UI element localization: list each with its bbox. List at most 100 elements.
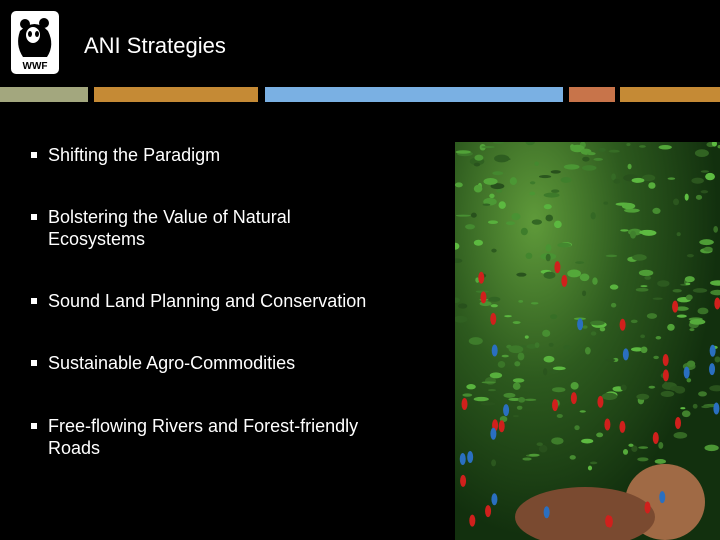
leaf <box>692 288 708 293</box>
leaf <box>620 384 627 391</box>
leaf <box>512 321 521 324</box>
leaf <box>658 145 672 150</box>
leaf <box>466 384 476 390</box>
leaf <box>638 446 649 449</box>
leaf <box>497 361 506 368</box>
leaf <box>673 432 688 439</box>
accent-bar-1 <box>0 87 88 102</box>
bullet-item: Sound Land Planning and Conservation <box>31 290 438 312</box>
macaw <box>619 318 626 331</box>
leaf <box>522 457 532 461</box>
leaf <box>534 161 540 166</box>
leaf <box>653 355 659 360</box>
macaw <box>461 397 468 410</box>
leaf <box>579 410 586 413</box>
leaf <box>468 337 483 345</box>
leaf <box>481 145 495 149</box>
macaw <box>480 291 487 304</box>
leaf <box>525 142 535 146</box>
leaf <box>525 252 533 260</box>
leaf <box>563 164 580 170</box>
leaf <box>697 307 709 315</box>
macaw <box>604 418 611 431</box>
leaf <box>648 182 656 189</box>
leaf <box>488 296 501 302</box>
leaf <box>545 214 554 222</box>
leaf <box>524 335 529 339</box>
leaf <box>711 142 718 147</box>
leaf <box>579 273 590 282</box>
leaf <box>713 225 719 233</box>
macaw <box>490 312 497 325</box>
leaf <box>590 212 596 220</box>
leaf <box>613 178 621 184</box>
wwf-logo: WWF <box>11 11 59 74</box>
leaf <box>648 385 656 389</box>
leaf <box>675 306 689 311</box>
leaf <box>667 177 676 180</box>
leaf <box>640 334 646 339</box>
leaf <box>483 177 498 185</box>
leaf <box>545 253 551 262</box>
leaf <box>605 254 618 258</box>
leaf <box>458 303 468 309</box>
macaw <box>597 395 604 408</box>
leaf <box>581 165 597 171</box>
leaf <box>479 301 492 307</box>
leaf <box>582 156 590 162</box>
leaf <box>703 246 713 252</box>
bullet-marker <box>31 360 37 366</box>
leaf <box>701 405 711 409</box>
leaf <box>652 297 663 300</box>
leaf <box>518 396 526 403</box>
leaf <box>526 343 538 349</box>
leaf <box>593 157 603 161</box>
leaf <box>627 163 632 170</box>
leaf <box>575 261 585 264</box>
macaw <box>714 297 720 310</box>
bullet-text: Sound Land Planning and Conservation <box>48 291 367 311</box>
bullet-text: Shifting the Paradigm <box>48 145 221 165</box>
leaf <box>676 314 687 318</box>
macaw <box>491 344 498 357</box>
leaf <box>551 189 560 193</box>
leaf <box>586 152 596 156</box>
macaw <box>498 420 505 433</box>
leaf <box>512 378 525 383</box>
leaf <box>673 198 680 206</box>
leaf <box>509 177 517 186</box>
leaf <box>611 173 616 181</box>
leaf <box>534 342 540 349</box>
leaf <box>599 326 606 332</box>
leaf <box>480 401 496 406</box>
leaf <box>654 459 667 464</box>
macaw <box>459 453 466 466</box>
leaf <box>548 342 554 347</box>
leaf <box>455 150 471 154</box>
macaw <box>672 300 679 313</box>
leaf <box>705 172 715 181</box>
leaf <box>640 346 648 354</box>
leaf <box>610 302 617 308</box>
leaf <box>549 369 559 374</box>
leaf <box>518 299 524 303</box>
leaf <box>455 242 460 250</box>
macaw <box>622 348 629 361</box>
bullet-item: Bolstering the Value of Natural Ecosyste… <box>31 206 338 250</box>
macaw <box>619 420 626 433</box>
leaf <box>455 297 461 303</box>
leaf <box>581 438 594 444</box>
leaf <box>684 276 695 283</box>
leaf <box>590 331 597 336</box>
leaf <box>543 271 556 279</box>
leaf <box>538 175 552 179</box>
leaf <box>714 356 720 363</box>
leaf <box>492 142 505 144</box>
macaw <box>675 416 682 429</box>
leaf <box>538 444 548 453</box>
macaw <box>683 366 690 379</box>
leaf <box>698 391 707 397</box>
bullet-item: Sustainable Agro-Commodities <box>31 352 428 374</box>
leaf <box>601 392 618 401</box>
leaf <box>655 335 662 340</box>
